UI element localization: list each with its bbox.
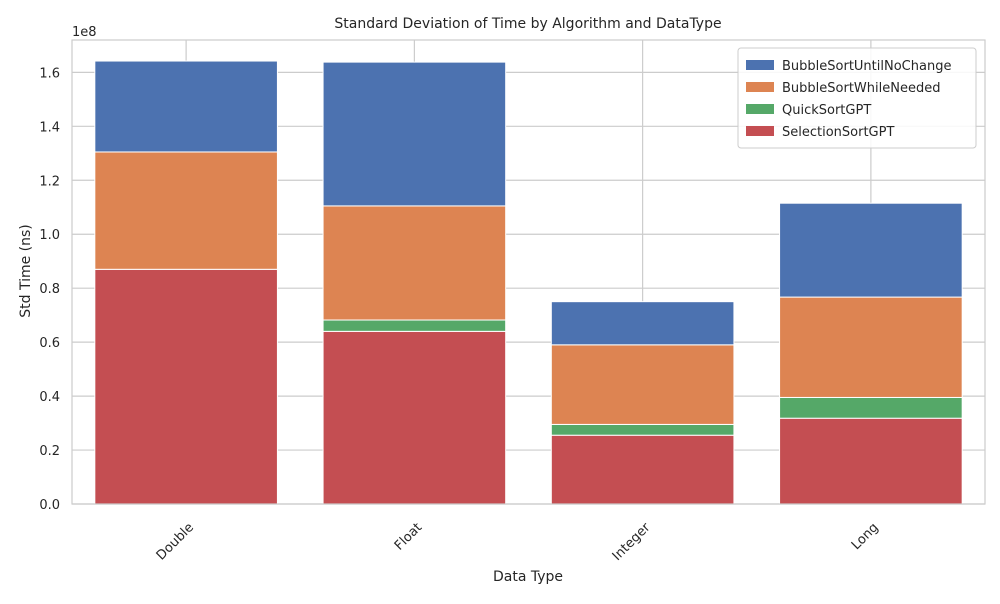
y-axis-label: Std Time (ns) xyxy=(18,224,34,318)
legend-swatch xyxy=(746,60,774,70)
legend-swatch xyxy=(746,126,774,136)
bars-layer xyxy=(94,60,963,505)
y-tick-label: 0.8 xyxy=(39,282,60,297)
y-tick-label: 0.2 xyxy=(39,444,60,459)
y-tick-label: 0.0 xyxy=(39,498,60,513)
legend-label: SelectionSortGPT xyxy=(782,125,894,140)
chart-title: Standard Deviation of Time by Algorithm … xyxy=(334,16,721,32)
y-tick-label: 1.4 xyxy=(39,120,60,135)
bar-segment-selectionsortgpt-long xyxy=(779,417,963,505)
legend-label: BubbleSortWhileNeeded xyxy=(782,81,940,96)
y-offset-label: 1e8 xyxy=(72,25,97,40)
bar-segment-bubblesortwhileneeded-long xyxy=(779,296,963,398)
x-axis-label: Data Type xyxy=(493,569,563,585)
bar-segment-bubblesortuntilnochange-integer xyxy=(550,301,735,346)
bar-segment-bubblesortuntilnochange-float xyxy=(322,61,507,207)
legend-swatch xyxy=(746,104,774,114)
legend-box xyxy=(737,47,977,149)
bar-segment-bubblesortwhileneeded-float xyxy=(322,205,507,321)
y-tick-label: 1.6 xyxy=(39,66,60,81)
bar-segment-selectionsortgpt-integer xyxy=(550,434,735,505)
bar-segment-bubblesortwhileneeded-integer xyxy=(550,344,735,425)
bar-segment-quicksortgpt-integer xyxy=(550,423,735,436)
plot-frame xyxy=(71,39,986,505)
bar-segment-quicksortgpt-float xyxy=(322,319,507,332)
y-tick-label: 1.0 xyxy=(39,228,60,243)
legend: BubbleSortUntilNoChange BubbleSortWhileNe… xyxy=(737,47,977,149)
y-tick-label: 0.6 xyxy=(39,336,60,351)
y-tick-label: 0.4 xyxy=(39,390,60,405)
legend-swatch xyxy=(746,82,774,92)
bar-segment-bubblesortuntilnochange-long xyxy=(779,202,963,298)
bar-segment-bubblesortwhileneeded-double xyxy=(94,151,278,270)
bar-segment-quicksortgpt-long xyxy=(779,396,963,419)
legend-label: QuickSortGPT xyxy=(782,103,871,118)
legend-label: BubbleSortUntilNoChange xyxy=(782,59,951,74)
bar-segment-bubblesortuntilnochange-double xyxy=(94,60,278,153)
bar-segment-selectionsortgpt-double xyxy=(94,268,278,505)
y-tick-label: 1.2 xyxy=(39,174,60,189)
bar-segment-selectionsortgpt-float xyxy=(322,330,507,505)
